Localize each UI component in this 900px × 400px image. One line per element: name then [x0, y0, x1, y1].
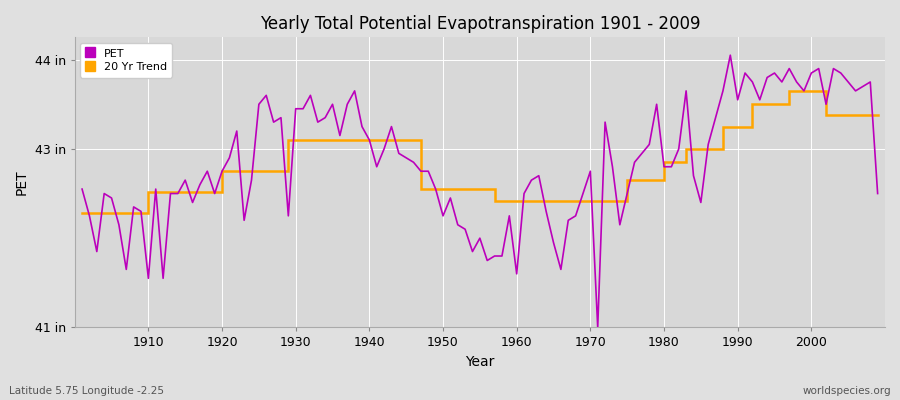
20 Yr Trend [349, 138, 360, 142]
20 Yr Trend [349, 138, 360, 142]
20 Yr Trend [622, 178, 633, 182]
20 Yr Trend [659, 178, 670, 182]
PET [298, 106, 309, 111]
PET [592, 325, 603, 330]
20 Yr Trend [283, 138, 293, 142]
Text: Latitude 5.75 Longitude -2.25: Latitude 5.75 Longitude -2.25 [9, 386, 164, 396]
20 Yr Trend [717, 146, 728, 151]
Line: 20 Yr Trend: 20 Yr Trend [82, 91, 878, 213]
20 Yr Trend [143, 189, 154, 194]
Title: Yearly Total Potential Evapotranspiration 1901 - 2009: Yearly Total Potential Evapotranspiratio… [259, 15, 700, 33]
Text: worldspecies.org: worldspecies.org [803, 386, 891, 396]
Y-axis label: PET: PET [15, 170, 29, 195]
20 Yr Trend [622, 198, 633, 203]
20 Yr Trend [76, 211, 87, 216]
20 Yr Trend [217, 189, 228, 194]
20 Yr Trend [747, 102, 758, 107]
20 Yr Trend [784, 102, 795, 107]
PET [724, 53, 735, 58]
20 Yr Trend [717, 124, 728, 129]
PET [76, 187, 87, 192]
20 Yr Trend [416, 138, 427, 142]
X-axis label: Year: Year [465, 355, 494, 369]
PET [136, 209, 147, 214]
20 Yr Trend [416, 187, 427, 192]
20 Yr Trend [821, 88, 832, 93]
PET [607, 164, 617, 169]
20 Yr Trend [747, 124, 758, 129]
20 Yr Trend [143, 211, 154, 216]
20 Yr Trend [680, 146, 691, 151]
20 Yr Trend [555, 198, 566, 203]
PET [504, 214, 515, 218]
Line: PET: PET [82, 55, 878, 328]
PET [342, 102, 353, 107]
20 Yr Trend [490, 198, 500, 203]
20 Yr Trend [784, 88, 795, 93]
PET [511, 272, 522, 276]
20 Yr Trend [659, 160, 670, 165]
20 Yr Trend [217, 169, 228, 174]
20 Yr Trend [821, 112, 832, 117]
20 Yr Trend [680, 160, 691, 165]
PET [872, 191, 883, 196]
Legend: PET, 20 Yr Trend: PET, 20 Yr Trend [80, 43, 172, 78]
20 Yr Trend [283, 169, 293, 174]
20 Yr Trend [490, 187, 500, 192]
20 Yr Trend [555, 198, 566, 203]
20 Yr Trend [872, 112, 883, 117]
